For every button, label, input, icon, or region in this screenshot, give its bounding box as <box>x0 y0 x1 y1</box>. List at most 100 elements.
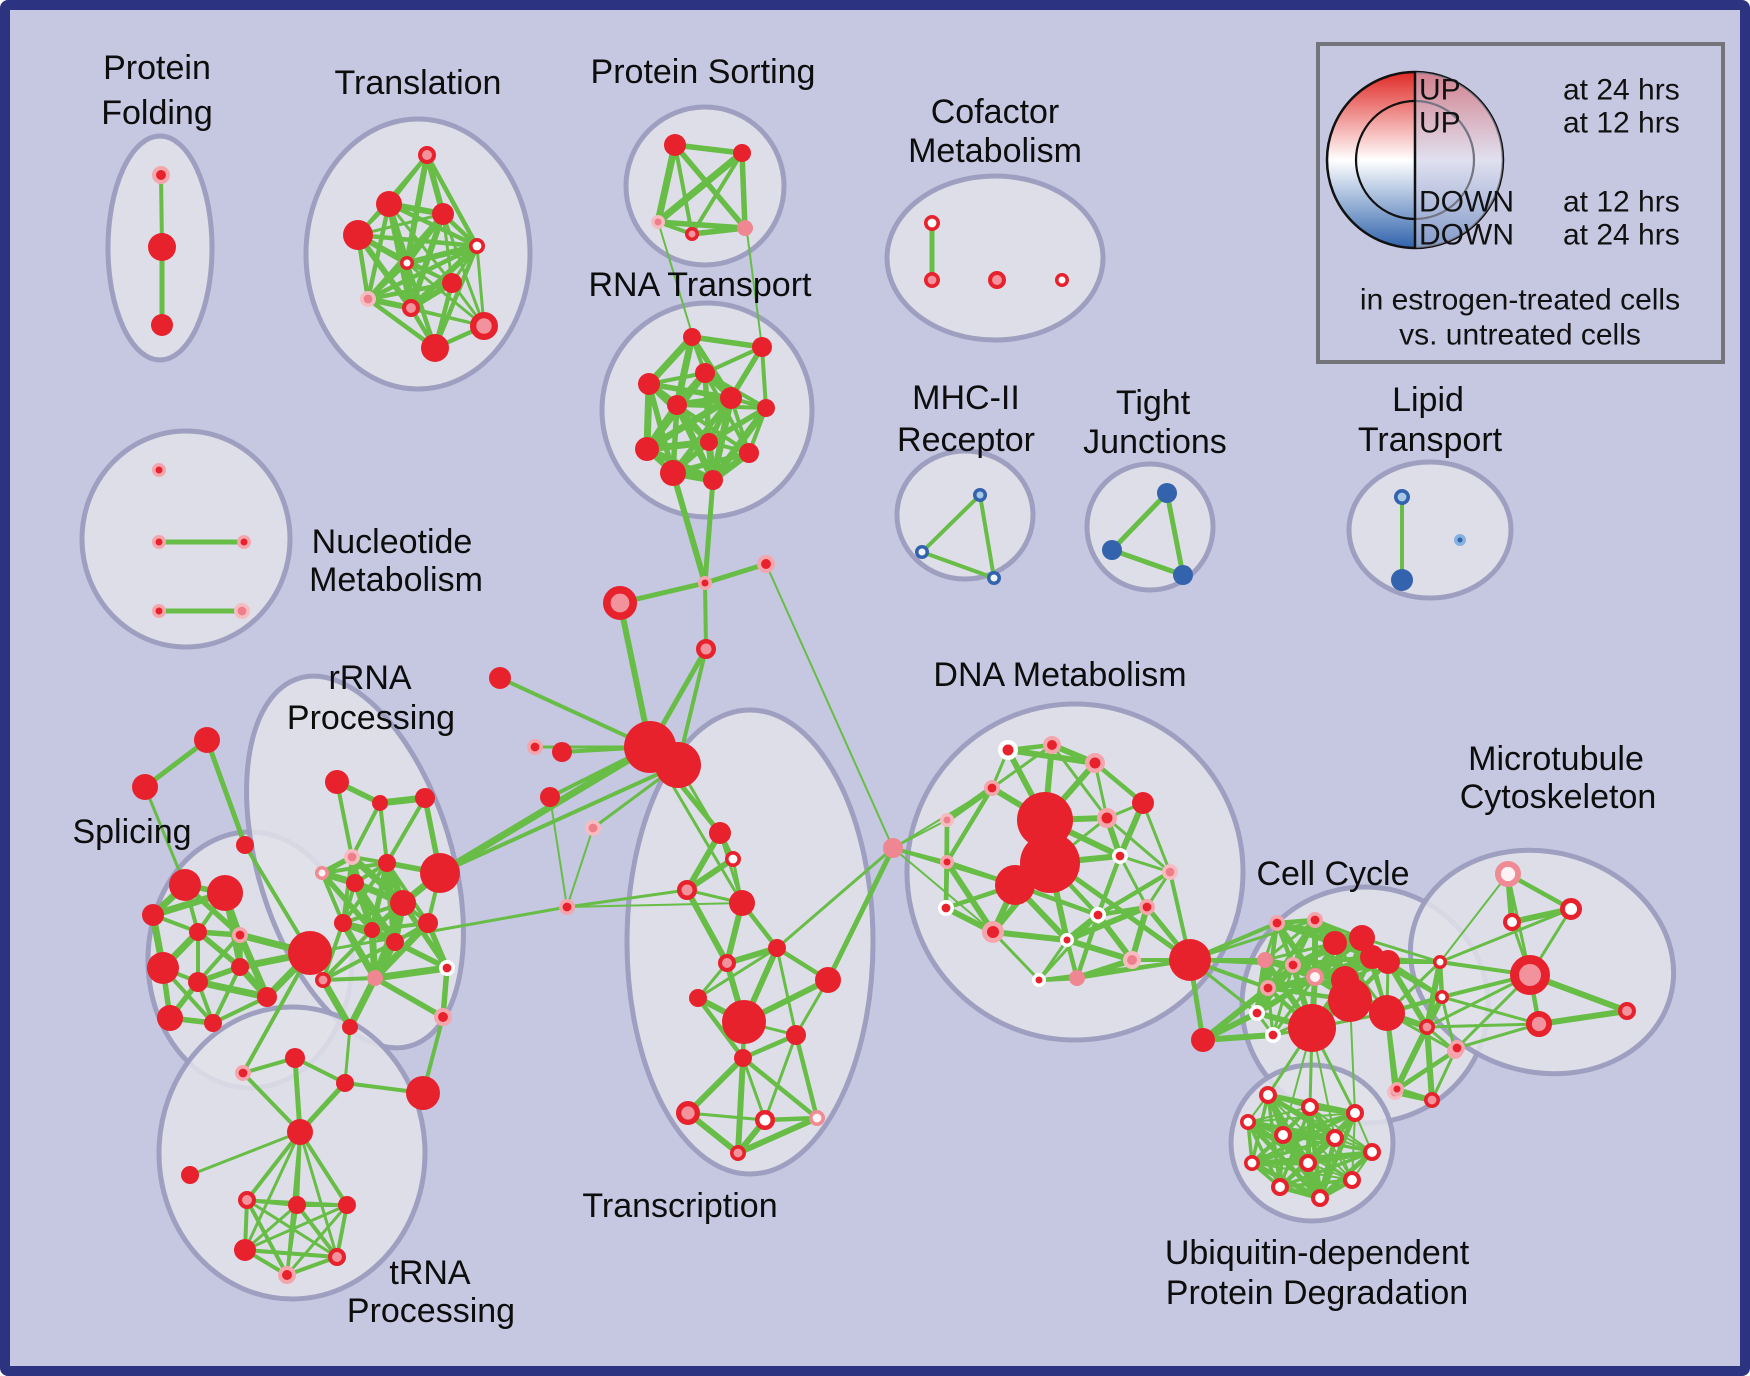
network-node-ubiquitin-degradation <box>1244 1155 1261 1172</box>
legend-direction-label: DOWN <box>1419 219 1514 252</box>
network-node-splicing <box>147 952 179 984</box>
cluster-label-splicing: Splicing <box>72 813 191 851</box>
edge-splicing <box>211 965 242 1025</box>
network-node-rrna-processing <box>415 788 435 808</box>
edge-translation <box>365 243 480 302</box>
edge-microtubule-cytoskeleton <box>1455 1022 1541 1050</box>
network-node-rrna-processing <box>390 890 416 916</box>
edge-translation <box>365 201 392 302</box>
network-node-transcription <box>734 1049 752 1067</box>
network-node-cell-cycle <box>1169 939 1211 981</box>
network-node-trna-processing <box>285 1048 305 1068</box>
backbone-edge <box>1439 873 1509 963</box>
network-node-splicing <box>157 1005 183 1031</box>
legend-time-label: at 24 hrs <box>1563 74 1680 107</box>
network-node-nucleotide-metabolism <box>152 535 166 549</box>
backbone-edge <box>566 902 743 908</box>
edge-rrna-processing <box>369 860 390 933</box>
network-node-dna-metabolism <box>937 899 954 916</box>
edge-rna-transport <box>760 345 768 410</box>
network-node-protein-sorting <box>733 144 751 162</box>
network-node-translation <box>417 145 436 164</box>
network-node-trna-processing <box>338 1196 356 1214</box>
edge-rna-transport <box>709 404 770 484</box>
network-node-ubiquitin-degradation <box>1301 1098 1320 1117</box>
edge-protein-sorting <box>739 150 748 231</box>
legend-right-half-fade <box>1415 72 1503 248</box>
edge-protein-sorting <box>689 225 748 237</box>
network-node-nucleotide-metabolism <box>152 463 166 477</box>
network-node-ubiquitin-degradation <box>1240 1114 1257 1131</box>
backbone-edge <box>241 951 312 1075</box>
network-node-ubiquitin-degradation <box>1271 1178 1290 1197</box>
edge-trna-processing <box>298 1130 349 1207</box>
edge-dna-metabolism <box>990 929 1070 943</box>
backbone-edge <box>702 561 769 586</box>
edge-mhc-ii-receptor <box>920 550 996 580</box>
edge-ubiquitin-degradation <box>1247 1112 1356 1123</box>
network-node-cell-cycle <box>1191 1028 1215 1052</box>
edge-protein-sorting <box>673 143 694 236</box>
cluster-label-rrna-processing: Processing <box>287 699 455 737</box>
edge-trna-processing <box>243 1130 302 1252</box>
cluster-label-rna-transport: RNA Transport <box>589 266 813 304</box>
network-node-protein-sorting <box>664 134 686 156</box>
legend-time-label: at 24 hrs <box>1563 219 1680 252</box>
network-node-nucleotide-metabolism <box>234 602 251 619</box>
edge-dna-metabolism <box>1095 869 1173 918</box>
network-node-splicing <box>232 926 249 943</box>
edge-translation <box>405 261 486 328</box>
edge-cell-cycle <box>1424 1024 1435 1103</box>
network-node-dna-metabolism <box>1112 847 1129 864</box>
edge-protein-sorting <box>672 142 748 231</box>
network-node-cell-cycle <box>1249 1004 1266 1021</box>
network-node-rna-transport <box>638 373 660 395</box>
cluster-label-trna-processing: tRNA <box>389 1254 471 1292</box>
cluster-label-cell-cycle: Cell Cycle <box>1256 855 1409 893</box>
network-node-splicing <box>142 904 164 926</box>
backbone-edge <box>825 845 896 983</box>
network-node-rrna-processing <box>418 913 438 933</box>
network-node-dna-metabolism <box>983 779 1000 796</box>
edge-rrna-processing <box>321 976 377 982</box>
edge-dna-metabolism <box>1105 816 1172 874</box>
network-node-cell-cycle <box>1265 1026 1282 1043</box>
network-node-rna-transport <box>703 470 723 490</box>
network-node-trna-processing <box>277 1266 296 1285</box>
edge-transcription <box>741 1056 767 1122</box>
network-node-mhc-ii-receptor <box>973 488 987 502</box>
labels-layer: Protein Folding Translation Protein Sorting… <box>72 49 1656 1330</box>
edge-cell-cycle <box>1271 975 1317 1037</box>
network-node-cell-cycle <box>1369 995 1405 1031</box>
cluster-label-ubiquitin-degradation: Protein Degradation <box>1166 1274 1468 1312</box>
network-node-rna-transport <box>739 443 759 463</box>
network-node-dna-metabolism <box>1020 833 1080 893</box>
network-node-microtubule-cytoskeleton <box>1510 955 1550 995</box>
network-node-cell-cycle <box>1424 1092 1441 1109</box>
network-node-lipid-transport <box>1391 569 1413 591</box>
network-node-dna-metabolism <box>1069 970 1085 986</box>
edge-translation <box>424 152 480 249</box>
network-node-rna-transport <box>752 337 772 357</box>
network-node-mhc-ii-receptor <box>915 545 929 559</box>
network-node-translation <box>469 311 498 340</box>
network-node-translation <box>400 256 414 270</box>
edge-dna-metabolism <box>990 743 1054 790</box>
edge-ubiquitin-degradation <box>1250 1136 1337 1165</box>
network-node-transcription <box>689 989 707 1007</box>
network-node-ubiquitin-degradation <box>1259 1086 1278 1105</box>
edge-rrna-processing <box>321 921 345 982</box>
cluster-ellipse-nucleotide-metabolism <box>79 428 293 650</box>
network-node-cell-cycle <box>1349 925 1375 951</box>
network-node-trna-processing <box>237 1191 256 1210</box>
network-node-trna-processing <box>287 1119 313 1145</box>
network-node-rrna-processing <box>325 770 349 794</box>
legend-time-label: at 12 hrs <box>1563 186 1680 219</box>
cluster-ellipse-translation <box>303 116 533 392</box>
edge-trna-processing <box>245 1130 302 1202</box>
backbone-edge <box>308 905 569 955</box>
edge-ubiquitin-degradation <box>1251 1162 1353 1181</box>
network-node-ubiquitin-degradation <box>1346 1104 1365 1123</box>
cluster-label-dna-metabolism: DNA Metabolism <box>933 656 1186 694</box>
backbone-edge <box>670 470 708 586</box>
